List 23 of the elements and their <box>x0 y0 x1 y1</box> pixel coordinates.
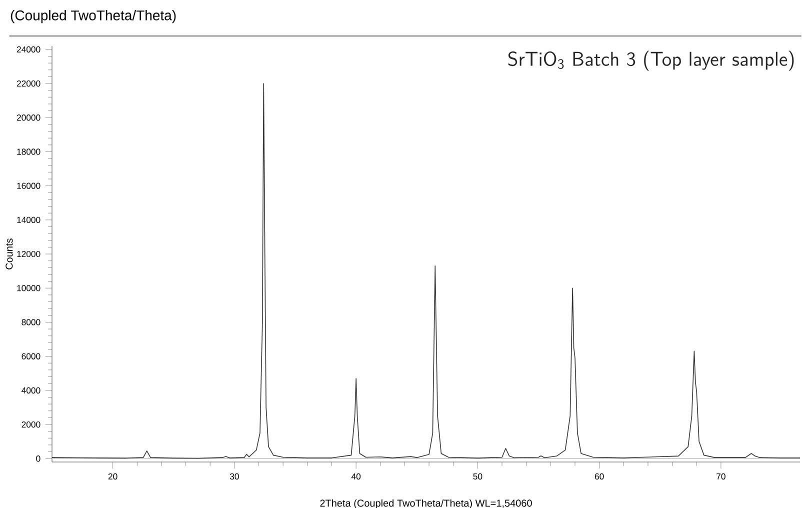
y-tick-label: 18000 <box>17 148 40 155</box>
y-tick-label: 10000 <box>17 285 40 292</box>
y-tick-label: 24000 <box>16 46 40 52</box>
x-tick-label: 50 <box>473 473 482 480</box>
y-tick-label: 6000 <box>22 353 40 360</box>
x-tick-label: 30 <box>230 473 239 480</box>
y-tick-label: 20000 <box>16 114 40 121</box>
y-tick-label: 0 <box>36 456 40 462</box>
chart-title: (Coupled TwoTheta/Theta) <box>10 10 176 24</box>
x-tick-label: 40 <box>351 473 361 480</box>
y-tick-label: 16000 <box>17 182 40 189</box>
x-tick-label: 70 <box>716 473 726 480</box>
x-tick-label: 20 <box>108 473 118 480</box>
y-tick-label: 14000 <box>17 216 40 223</box>
y-tick-label: 2000 <box>22 421 40 428</box>
y-tick-label: 8000 <box>22 319 40 326</box>
y-tick-label: 12000 <box>17 250 40 258</box>
y-tick-label: 4000 <box>22 387 40 394</box>
annotation: SrTiO$_{3}$ Batch 3 (Top layer sample) <box>508 50 794 71</box>
line-series <box>52 83 800 459</box>
x-tick-label: 60 <box>594 473 604 480</box>
y-axis-title: Counts <box>6 238 13 270</box>
y-tick-label: 22000 <box>16 80 40 87</box>
